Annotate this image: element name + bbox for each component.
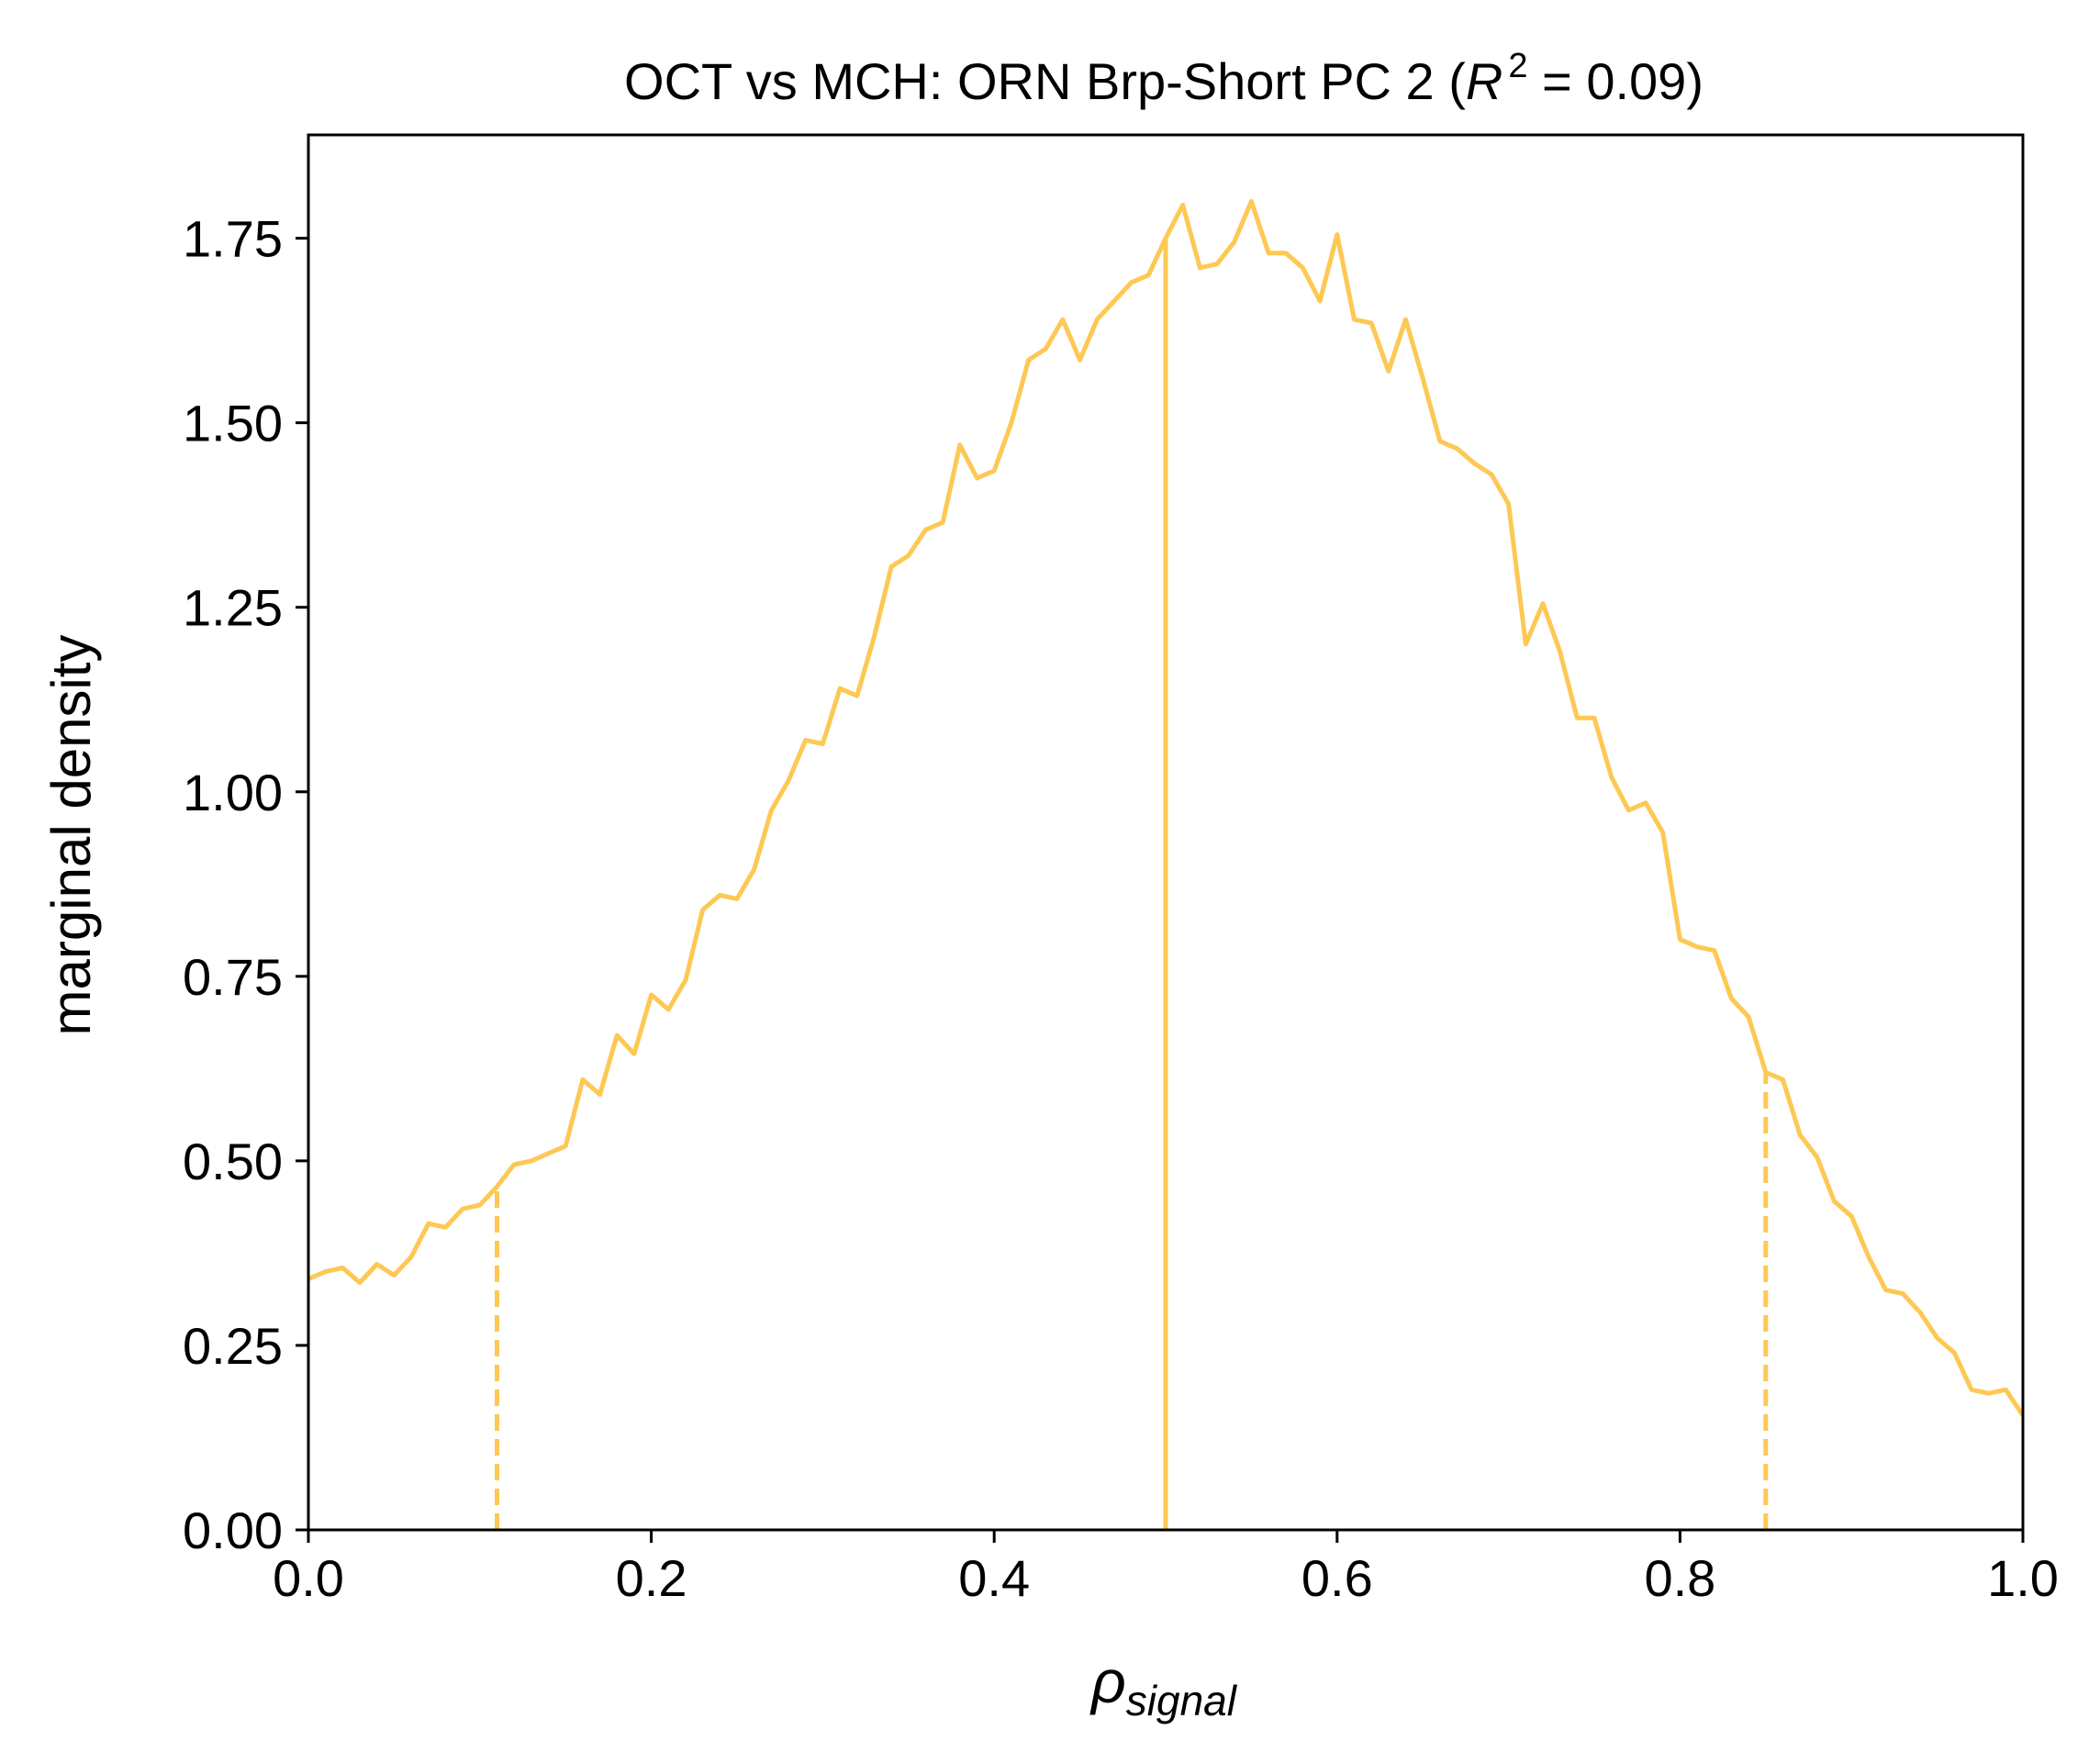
x-tick-label: 0.6 (1301, 1549, 1373, 1607)
x-axis-label-subscript: signal (1126, 1677, 1238, 1724)
chart-title-superscript: 2 (1508, 47, 1527, 85)
x-tick-label: 0.4 (958, 1549, 1030, 1607)
chart-title-variable: R (1466, 52, 1502, 110)
y-tick-label: 1.50 (183, 395, 283, 452)
y-axis-label: marginal density (40, 635, 102, 1036)
y-tick-label: 0.25 (183, 1317, 283, 1375)
chart-title-prefix: OCT vs MCH: ORN Brp-Short PC 2 ( (624, 52, 1466, 110)
y-axis-ticks: 0.00 0.25 0.50 0.75 1.00 1.25 1.50 1.75 (183, 210, 308, 1559)
plot-area (308, 198, 2023, 1530)
y-tick-label: 1.00 (183, 764, 283, 821)
plot-marks (308, 198, 2023, 1530)
y-tick-label: 0.50 (183, 1133, 283, 1190)
x-axis-label: ρsignal (1089, 1647, 1238, 1724)
y-tick-label: 1.75 (183, 210, 283, 268)
x-axis-label-symbol: ρ (1089, 1647, 1126, 1715)
chart-title: OCT vs MCH: ORN Brp-Short PC 2 (R 2 = 0.0… (624, 47, 1703, 110)
y-tick-label: 1.25 (183, 579, 283, 637)
x-tick-label: 0.0 (273, 1549, 344, 1607)
x-axis-ticks: 0.0 0.2 0.4 0.6 0.8 1.0 (273, 1530, 2059, 1607)
axes-frame (307, 133, 2025, 1532)
x-tick-label: 0.2 (616, 1549, 687, 1607)
y-tick-label: 0.75 (183, 948, 283, 1006)
y-tick-label: 0.00 (183, 1501, 283, 1559)
density-line (308, 198, 2023, 1417)
x-tick-label: 0.8 (1644, 1549, 1715, 1607)
x-tick-label: 1.0 (1987, 1549, 2059, 1607)
chart-title-suffix: = 0.09) (1528, 52, 1703, 110)
